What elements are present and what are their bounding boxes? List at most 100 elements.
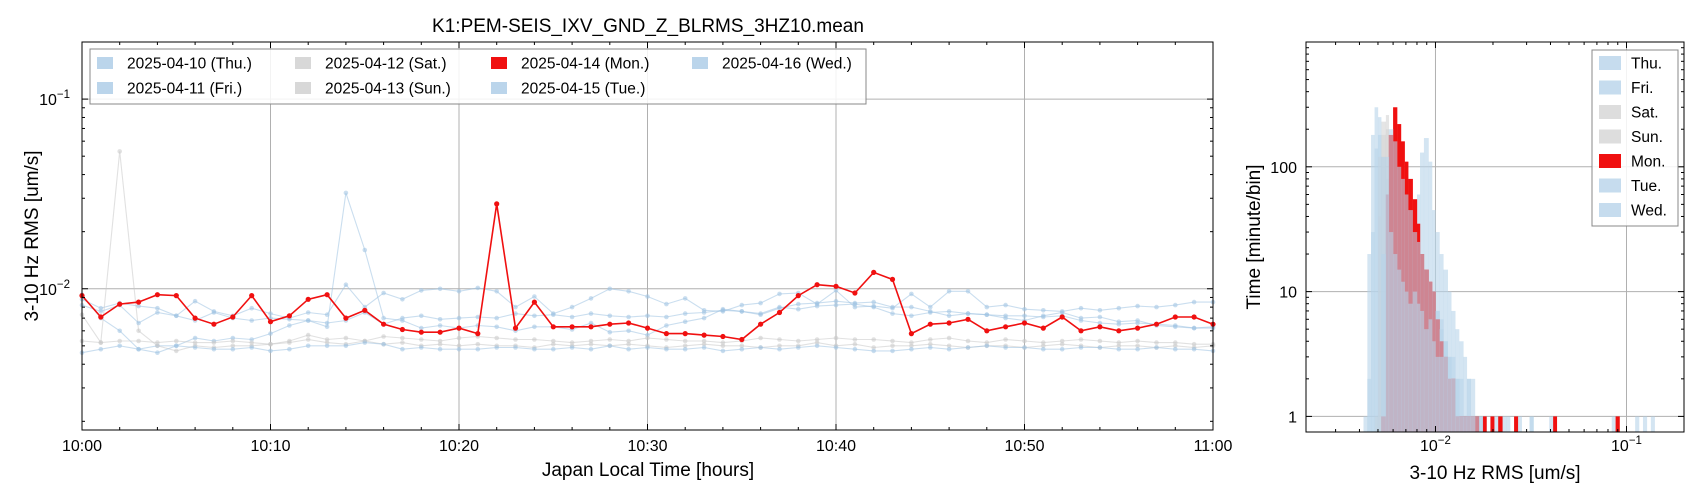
timeseries-legend-item: 2025-04-15 (Tue.) xyxy=(491,81,645,98)
histogram-x-tick-label-base: 10 xyxy=(1420,438,1438,455)
histogram-legend-label: Sun. xyxy=(1631,129,1663,146)
histogram-bar xyxy=(1463,356,1468,432)
timeseries-data-point xyxy=(909,304,914,310)
timeseries-data-point xyxy=(1003,324,1009,330)
timeseries-data-point xyxy=(984,312,990,318)
timeseries-data-point xyxy=(494,324,500,330)
timeseries-data-point xyxy=(890,304,895,310)
timeseries-data-point xyxy=(909,291,914,297)
histogram-bar xyxy=(1423,269,1429,432)
timeseries-data-point xyxy=(1097,308,1103,313)
timeseries-data-point xyxy=(230,338,236,344)
timeseries-data-point xyxy=(796,338,801,344)
timeseries-data-point xyxy=(362,247,368,253)
timeseries-data-point xyxy=(1116,343,1122,349)
timeseries-data-point xyxy=(588,320,594,326)
timeseries-data-point xyxy=(230,343,236,349)
timeseries-data-point xyxy=(174,348,179,354)
timeseries-data-point xyxy=(664,323,669,328)
timeseries-data-point xyxy=(1191,346,1197,352)
timeseries-y-tick-label: 10−2 xyxy=(39,279,70,299)
timeseries-data-point xyxy=(626,289,631,294)
histogram-legend-swatch xyxy=(1599,56,1621,70)
timeseries-data-point xyxy=(833,283,839,289)
timeseries-data-point xyxy=(720,348,726,354)
timeseries-data-point xyxy=(343,282,349,288)
timeseries-data-point xyxy=(663,331,670,337)
timeseries-data-point xyxy=(324,343,330,349)
timeseries-data-point xyxy=(399,326,405,333)
timeseries-data-point xyxy=(513,345,518,350)
histogram-legend: Thu. Fri. Sat. Sun. Mon. Tue. Wed. xyxy=(1591,49,1679,227)
timeseries-data-point xyxy=(682,331,688,337)
timeseries-data-point xyxy=(814,303,820,309)
histogram-bar xyxy=(1412,232,1418,432)
timeseries-data-point xyxy=(305,296,311,302)
timeseries-data-point xyxy=(456,343,462,349)
timeseries-data-point xyxy=(946,309,952,314)
timeseries-data-point xyxy=(1078,318,1084,323)
timeseries-data-point xyxy=(777,291,782,297)
timeseries-data-point xyxy=(946,335,952,341)
timeseries-data-point xyxy=(1059,314,1065,320)
timeseries-data-point xyxy=(1191,299,1197,305)
timeseries-legend-item: 2025-04-13 (Sun.) xyxy=(295,81,451,98)
timeseries-data-point xyxy=(456,289,462,294)
histogram-bar xyxy=(1611,416,1616,432)
timeseries-data-point xyxy=(437,341,443,347)
timeseries-data-point xyxy=(758,321,764,327)
timeseries-data-point xyxy=(909,313,914,319)
timeseries-data-point xyxy=(720,343,726,349)
timeseries-data-point xyxy=(1173,323,1178,328)
timeseries-data-point xyxy=(437,286,443,292)
timeseries-data-point xyxy=(890,311,895,316)
timeseries-data-point xyxy=(928,341,933,347)
timeseries-data-point xyxy=(777,343,782,349)
histogram-bar xyxy=(1470,378,1476,432)
timeseries-data-point xyxy=(720,333,726,340)
histogram-legend-item: Wed. xyxy=(1599,203,1667,220)
timeseries-data-point xyxy=(946,343,952,349)
timeseries-data-point xyxy=(550,324,556,330)
timeseries-data-point xyxy=(513,311,518,316)
timeseries-data-point xyxy=(569,324,575,330)
timeseries-legend-item: 2025-04-11 (Fri.) xyxy=(97,81,242,98)
timeseries-data-point xyxy=(796,306,801,312)
timeseries-data-point xyxy=(154,292,160,298)
timeseries-data-point xyxy=(155,305,160,311)
timeseries-data-point xyxy=(965,289,971,294)
timeseries-data-point xyxy=(305,337,311,342)
timeseries-data-point xyxy=(682,338,688,344)
timeseries-data-point xyxy=(739,302,745,308)
timeseries-data-point xyxy=(1135,338,1140,344)
timeseries-x-tick-label: 10:50 xyxy=(1004,438,1044,455)
histogram-bar xyxy=(1451,378,1456,432)
timeseries-data-point xyxy=(418,329,424,335)
timeseries-data-point xyxy=(814,343,820,349)
timeseries-data-point xyxy=(287,317,292,322)
timeseries-data-point xyxy=(701,310,707,315)
timeseries-data-point xyxy=(946,313,952,319)
timeseries-data-point xyxy=(305,332,311,338)
timeseries-data-point xyxy=(268,348,273,354)
histogram-legend-swatch xyxy=(1599,105,1621,119)
histogram-bar xyxy=(1459,416,1464,432)
timeseries-legend-swatch xyxy=(97,82,113,94)
timeseries-data-point xyxy=(1041,314,1046,320)
histogram-bar xyxy=(1432,291,1436,432)
timeseries-data-point xyxy=(531,299,538,305)
timeseries-x-tick-label: 10:00 xyxy=(62,438,102,455)
timeseries-data-point xyxy=(927,321,933,327)
timeseries-data-point xyxy=(871,299,876,305)
timeseries-x-tick-label: 10:30 xyxy=(627,438,667,455)
timeseries-x-tick-label: 11:00 xyxy=(1194,438,1233,455)
timeseries-legend-label: 2025-04-15 (Tue.) xyxy=(521,81,645,98)
timeseries-data-point xyxy=(456,335,462,341)
timeseries-data-point xyxy=(1173,340,1178,345)
histogram-bars-layer xyxy=(1363,107,1655,433)
timeseries-data-point xyxy=(1116,321,1122,327)
timeseries-data-point xyxy=(192,335,198,341)
timeseries-data-point xyxy=(833,345,839,350)
timeseries-data-point xyxy=(909,346,914,352)
